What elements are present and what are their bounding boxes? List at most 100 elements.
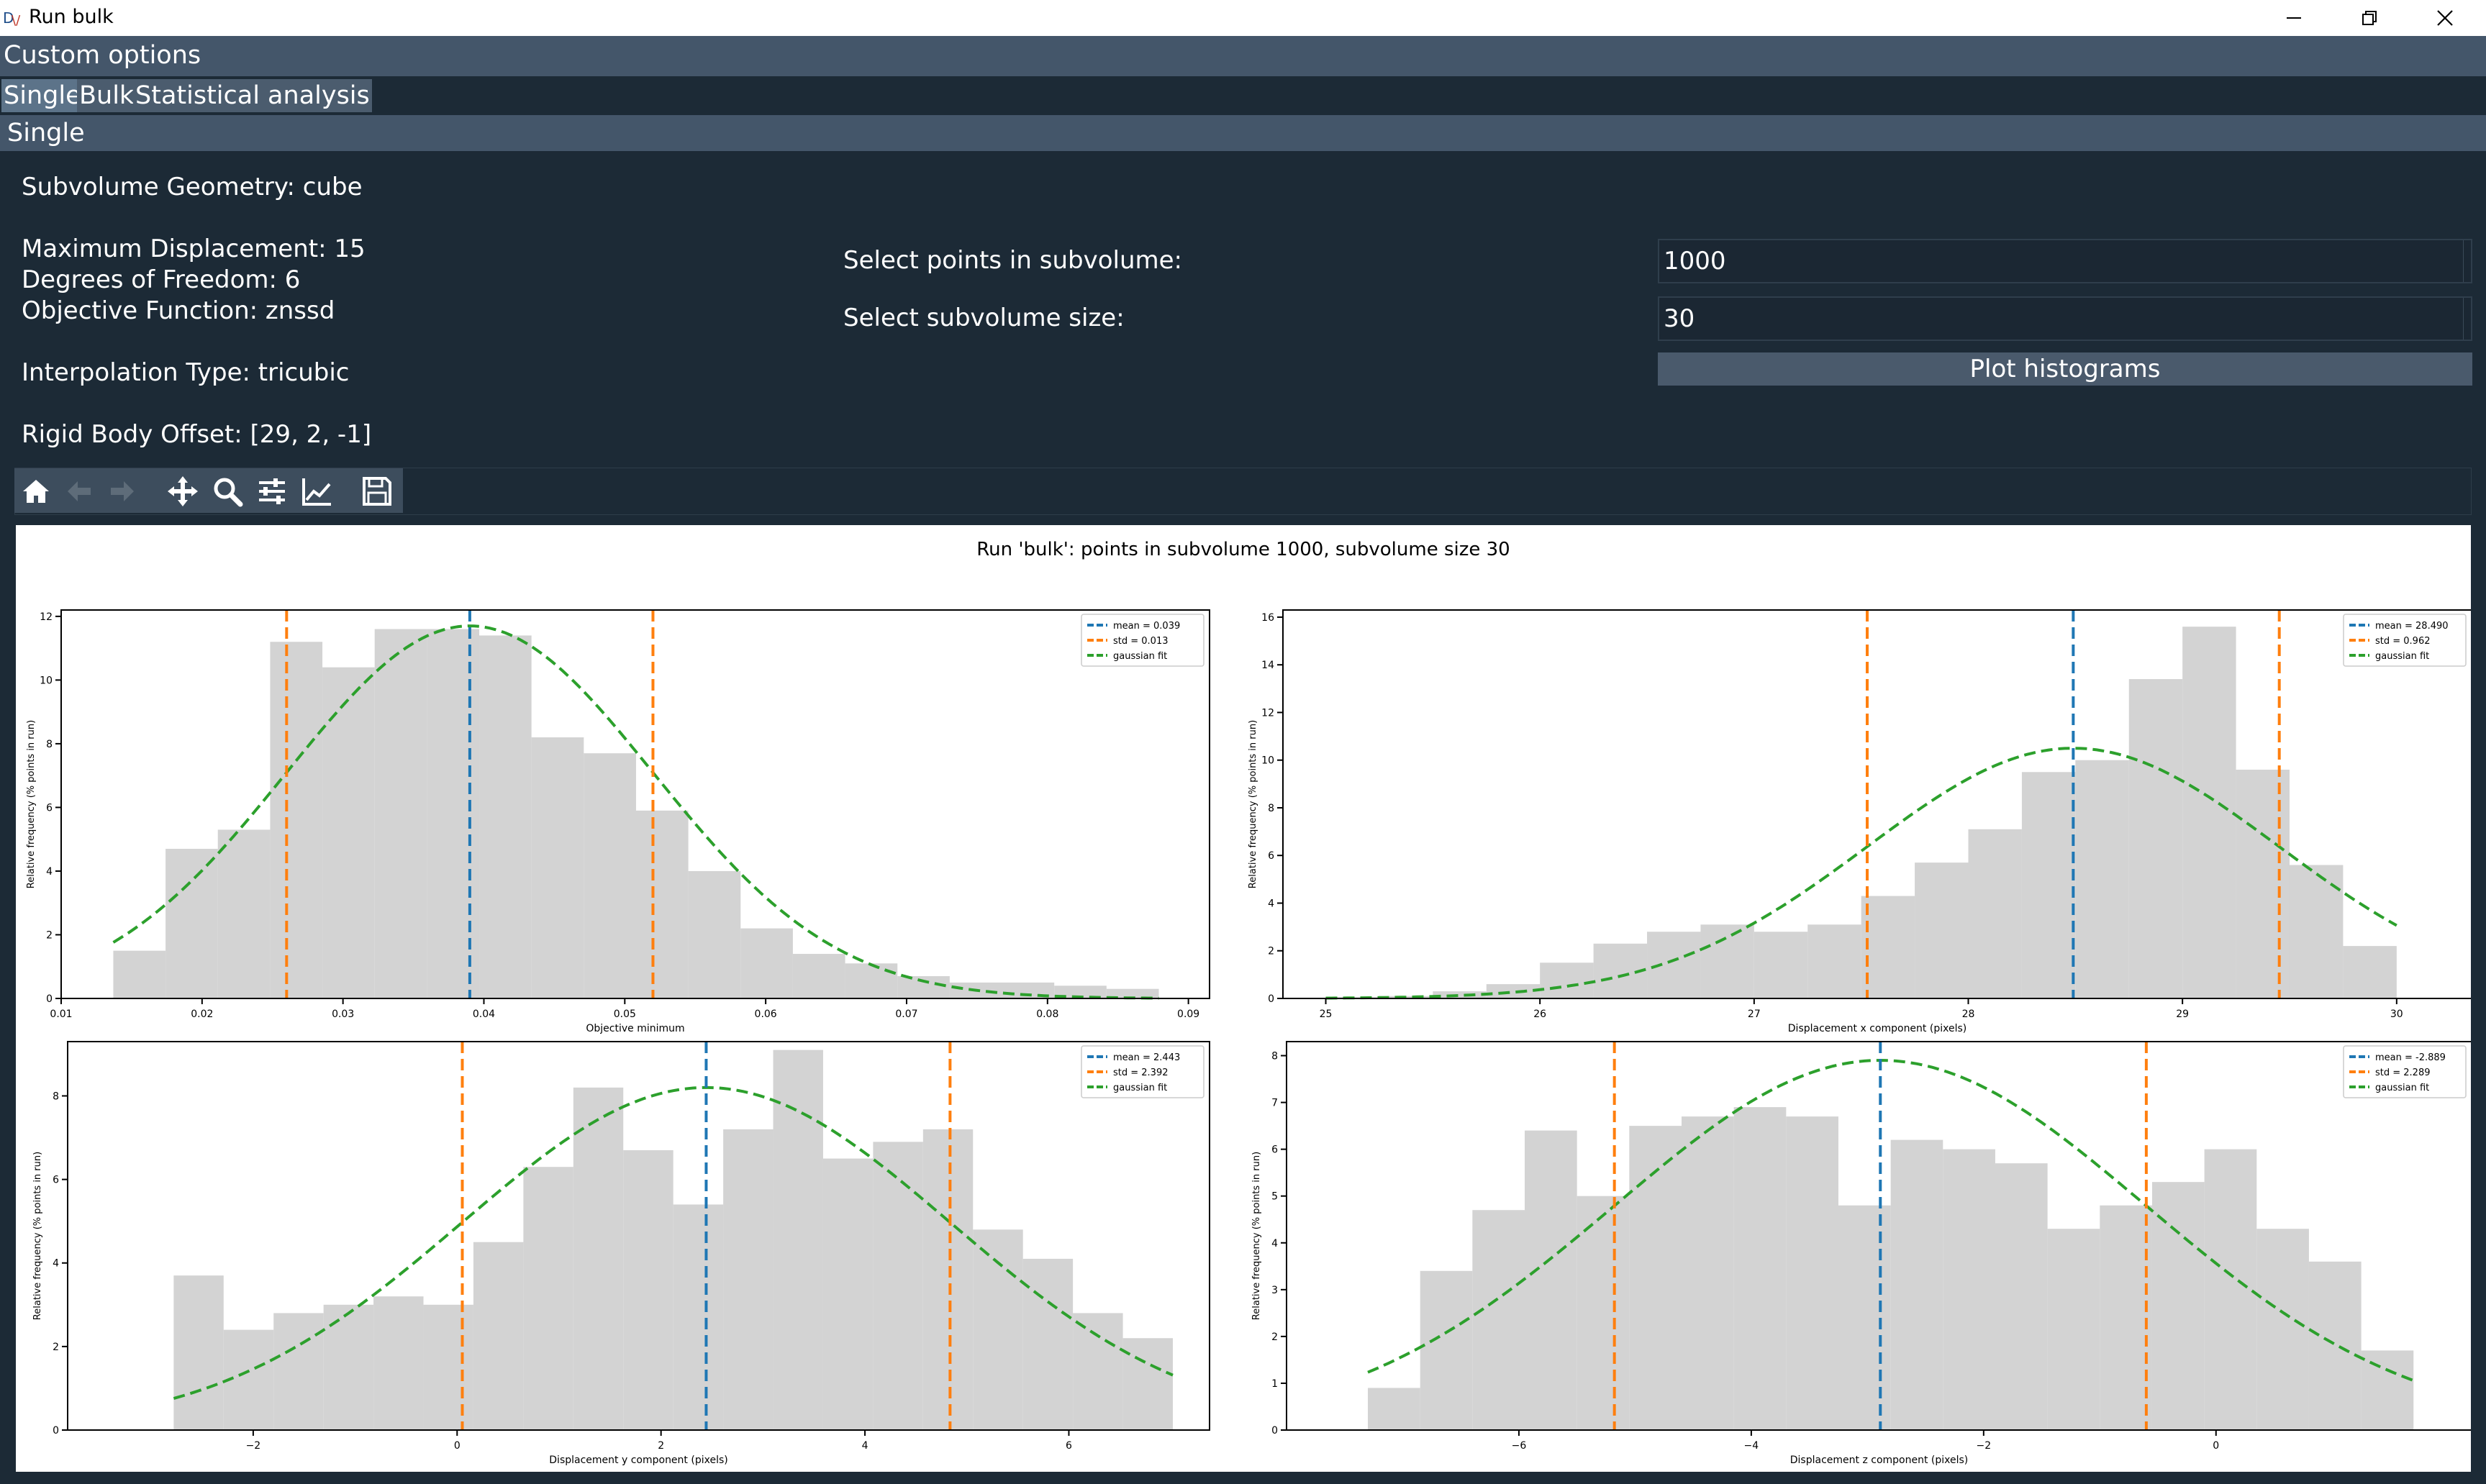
histogram-bar: [773, 1050, 823, 1430]
legend-entry: gaussian fit: [1113, 1083, 1167, 1093]
histogram-bar: [531, 737, 584, 998]
histogram-bar: [723, 1129, 774, 1430]
y-tick-label: 4: [1271, 1238, 1278, 1249]
tab-statistical-analysis[interactable]: Statistical analysis: [133, 79, 372, 112]
histogram-bar: [792, 954, 845, 998]
histogram-bar: [1995, 1163, 2048, 1430]
x-tick-label: −4: [1744, 1440, 1759, 1452]
y-tick-label: 10: [40, 675, 53, 686]
legend-entry: mean = 0.039: [1113, 621, 1180, 632]
size-spinner[interactable]: [2463, 298, 2471, 340]
y-tick-label: 2: [1271, 1331, 1278, 1343]
section-header[interactable]: Single: [0, 115, 2486, 151]
histogram-bar: [1786, 1116, 1838, 1430]
axes-frame: [60, 609, 1210, 999]
histogram-bar: [1861, 896, 1915, 998]
histogram-bar: [623, 1150, 673, 1430]
histogram-bar: [2343, 946, 2397, 998]
histogram-bar: [2308, 1261, 2362, 1430]
histogram-bar: [2204, 1149, 2257, 1430]
y-tick-label: 0: [53, 1425, 59, 1437]
y-tick-label: 6: [1271, 1144, 1278, 1156]
pan-icon[interactable]: [165, 474, 200, 509]
histogram-bar: [473, 1242, 524, 1430]
histogram-bar: [2021, 772, 2076, 998]
y-tick-label: 5: [1271, 1191, 1278, 1203]
histogram-bar: [2182, 627, 2236, 998]
histogram-bar: [973, 1229, 1023, 1430]
y-tick-label: 8: [1271, 1051, 1278, 1062]
histogram-bar: [1433, 991, 1487, 998]
x-tick-label: 25: [1320, 1009, 1333, 1020]
section-label: Single: [7, 119, 85, 147]
forward-arrow-icon[interactable]: [105, 474, 140, 509]
histogram-bar: [1525, 1130, 1577, 1430]
save-icon[interactable]: [360, 474, 394, 509]
histogram-bar: [873, 1142, 923, 1430]
x-tick-label: 27: [1748, 1009, 1761, 1020]
gaussian-fit-line: [1367, 1058, 2414, 1382]
y-tick-label: 0: [1268, 993, 1274, 1005]
configure-subplots-icon[interactable]: [255, 474, 289, 509]
legend-box: [1081, 1045, 1205, 1098]
home-icon[interactable]: [19, 474, 53, 509]
histogram-bar: [2236, 769, 2290, 998]
interpolation-type-text: Interpolation Type: tricubic: [22, 358, 350, 387]
histogram-bar: [1943, 1149, 1995, 1430]
legend-entry: mean = -2.889: [2375, 1052, 2446, 1063]
plot-toolbar: [14, 468, 403, 513]
points-in-subvolume-input[interactable]: 1000: [1658, 239, 2472, 283]
tab-single[interactable]: Single: [1, 79, 83, 112]
histogram-bar: [270, 642, 323, 998]
window-title: Run bulk: [29, 6, 114, 28]
histogram-bar: [635, 810, 689, 998]
legend-entry: gaussian fit: [1113, 651, 1167, 662]
histogram-bar: [1054, 985, 1107, 998]
zoom-icon[interactable]: [210, 474, 245, 509]
y-tick-label: 6: [46, 802, 53, 814]
x-axis-label: Objective minimum: [586, 1023, 684, 1034]
gaussian-fit-line: [1325, 747, 2397, 1000]
subvolume-size-value: 30: [1664, 304, 1695, 333]
histogram-bar: [1073, 1313, 1123, 1430]
histogram-bar: [1807, 924, 1861, 998]
x-tick-label: 0: [454, 1440, 461, 1452]
subvolume-size-input[interactable]: 30: [1658, 296, 2472, 341]
restore-icon: [2362, 11, 2377, 25]
legend-entry: std = 0.013: [1113, 636, 1169, 647]
legend-box: [2343, 1045, 2467, 1098]
legend-entry: std = 2.392: [1113, 1068, 1169, 1078]
histogram-figure[interactable]: Run 'bulk': points in subvolume 1000, su…: [16, 525, 2472, 1472]
minimize-button[interactable]: [2258, 0, 2330, 36]
plot-histograms-button[interactable]: Plot histograms: [1658, 352, 2472, 386]
svg-text:D: D: [3, 9, 14, 27]
histogram-bar: [1700, 924, 1754, 998]
histogram-bar: [1754, 932, 1808, 998]
points-spinner[interactable]: [2463, 240, 2471, 282]
y-tick-label: 2: [1268, 946, 1274, 957]
histogram-bar: [423, 1304, 473, 1430]
histogram-panel-2: 25 26 27 28 29 30 0 2 4 6 8 10 12 14 16 Displacement x …: [1248, 609, 2472, 1034]
y-tick-label: 4: [1268, 898, 1274, 909]
y-tick-label: 6: [1268, 850, 1274, 862]
points-in-subvolume-label: Select points in subvolume:: [843, 246, 1182, 275]
x-tick-label: −2: [1977, 1440, 1992, 1452]
histogram-bar: [1368, 1388, 1420, 1430]
degrees-of-freedom-text: Degrees of Freedom: 6: [22, 265, 301, 294]
y-tick-label: 16: [1261, 612, 1274, 624]
histogram-bar: [822, 1158, 874, 1430]
histogram-bar: [1106, 988, 1159, 998]
histogram-bar: [427, 629, 480, 998]
edit-axis-icon[interactable]: [299, 474, 334, 509]
histogram-bar: [1486, 984, 1541, 998]
y-tick-label: 14: [1261, 660, 1274, 671]
histogram-bar: [523, 1167, 573, 1430]
legend-entry: mean = 2.443: [1113, 1052, 1180, 1063]
back-arrow-icon[interactable]: [62, 474, 96, 509]
close-button[interactable]: [2409, 0, 2481, 36]
histogram-bar: [688, 870, 741, 998]
tab-bulk[interactable]: Bulk: [77, 79, 137, 112]
custom-options-header[interactable]: Custom options: [0, 36, 2486, 76]
restore-button[interactable]: [2333, 0, 2405, 36]
x-tick-label: 0: [2213, 1440, 2219, 1452]
